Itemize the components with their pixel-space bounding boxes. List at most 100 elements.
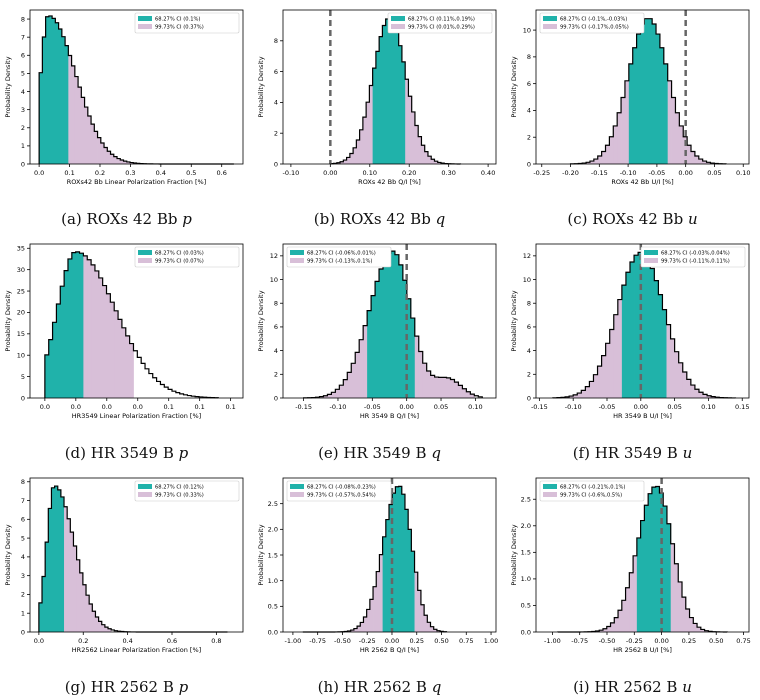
histogram-bar — [60, 286, 64, 398]
histogram-bar — [72, 66, 76, 164]
legend-label-68: 68.27% CI (-0.03%,0.04%) — [661, 251, 730, 257]
x-tick-label: -0.05 — [648, 169, 665, 177]
histogram-bar — [399, 46, 403, 164]
histogram-bars — [45, 252, 134, 398]
x-tick-label: 0.0 — [34, 169, 44, 177]
x-tick-label: 0.1 — [64, 169, 74, 177]
legend: 68.27% CI (-0.08%,0.23%)99.73% CI (-0.57… — [287, 481, 391, 501]
x-tick-label: -0.25 — [533, 169, 550, 177]
y-tick-label: 2 — [527, 371, 531, 379]
histogram-bar — [617, 113, 621, 164]
histogram-bar — [55, 23, 59, 164]
x-axis-label: ROXs42 Bb Linear Polarization Fraction [… — [67, 178, 206, 186]
caption-a: (a) ROXs 42 Bb p — [0, 210, 253, 228]
histogram-bar — [589, 381, 593, 398]
y-tick-label: 12 — [270, 252, 278, 260]
histogram-bar — [76, 252, 80, 398]
histogram-bar — [83, 256, 87, 398]
histogram-bar — [399, 486, 403, 632]
legend-label-68: 68.27% CI (0.1%) — [155, 17, 200, 23]
y-tick-label: 6 — [274, 323, 278, 331]
histogram-bar — [386, 19, 390, 164]
y-tick-label: 1.0 — [521, 575, 531, 583]
histogram-bar — [375, 281, 379, 398]
x-tick-label: -0.50 — [334, 637, 351, 645]
y-axis-label: Probability Density — [510, 290, 518, 351]
histogram-bar — [46, 17, 50, 164]
histogram-bar — [62, 37, 66, 164]
y-tick-label: 5 — [21, 70, 25, 78]
histogram-bar — [606, 145, 610, 164]
legend-label-99: 99.73% CI (0.07%) — [155, 259, 204, 265]
histogram-bar — [609, 137, 613, 164]
histogram-bar — [61, 497, 65, 632]
histogram-bars — [334, 18, 445, 164]
histogram-bar — [610, 329, 614, 398]
legend-swatch-99 — [290, 258, 304, 263]
legend-label-68: 68.27% CI (0.12%) — [155, 485, 204, 491]
y-tick-label: 0.0 — [521, 628, 531, 636]
y-tick-label: 35 — [17, 245, 25, 253]
x-tick-label: -0.15 — [591, 169, 608, 177]
histogram-bar — [439, 377, 443, 398]
histogram-bar — [59, 29, 63, 164]
histogram-bar — [64, 507, 68, 632]
x-tick-label: -0.05 — [599, 403, 616, 411]
histogram-bar — [331, 392, 335, 398]
x-tick-label: 0.10 — [701, 403, 715, 411]
histogram-bar — [646, 259, 650, 398]
x-tick-label: -1.00 — [544, 637, 561, 645]
histogram-bar — [126, 336, 130, 398]
histogram-bar — [49, 340, 53, 398]
histogram-bar — [49, 16, 53, 164]
histogram-bar — [51, 488, 55, 632]
x-tick-label: 0.2 — [95, 169, 105, 177]
y-tick-label: 15 — [17, 330, 25, 338]
x-tick-label: 0.05 — [434, 403, 448, 411]
histogram-bar — [91, 265, 95, 398]
legend-label-68: 68.27% CI (-0.1%,-0.03%) — [560, 17, 627, 23]
y-tick-label: 10 — [523, 276, 531, 284]
legend-swatch-99 — [138, 258, 152, 263]
x-tick-label: 1.00 — [484, 637, 498, 645]
histogram-bar — [72, 253, 76, 398]
x-tick-label: 0.00 — [654, 637, 668, 645]
x-axis-label: ROXs 42 Bb U/I [%] — [611, 178, 673, 186]
histogram-bar — [618, 300, 622, 398]
x-tick-label: 0.4 — [122, 637, 132, 645]
y-tick-label: 20 — [17, 309, 25, 317]
legend-swatch-99 — [543, 492, 557, 497]
y-tick-label: 2.5 — [268, 500, 278, 508]
x-tick-label: -0.15 — [295, 403, 312, 411]
histogram-bar — [642, 254, 646, 398]
histogram-bar — [395, 255, 399, 398]
y-tick-label: 0.0 — [268, 628, 278, 636]
histogram-bar — [118, 319, 122, 398]
x-tick-label: 0.00 — [634, 403, 648, 411]
histogram-bars — [595, 486, 716, 632]
y-tick-label: 2.0 — [268, 526, 278, 534]
x-tick-label: -0.75 — [571, 637, 588, 645]
caption-f: (f) HR 3549 B u — [506, 444, 759, 462]
y-tick-label: 0.5 — [268, 603, 278, 611]
histogram-bar — [654, 281, 658, 398]
histogram-bar — [585, 387, 589, 398]
x-tick-label: 0.10 — [736, 169, 750, 177]
histogram-bar — [650, 269, 654, 398]
x-tick-label: -1.00 — [284, 637, 301, 645]
histogram-bars — [39, 16, 153, 164]
legend-label-99: 99.73% CI (0.33%) — [155, 493, 204, 499]
y-tick-label: 0 — [527, 160, 531, 168]
histogram-bar — [58, 490, 62, 632]
y-tick-label: 0 — [274, 394, 278, 402]
x-tick-label: 0.25 — [410, 637, 424, 645]
y-axis-label: Probability Density — [510, 56, 518, 117]
legend: 68.27% CI (-0.06%,0.01%)99.73% CI (-0.13… — [287, 247, 391, 267]
y-tick-label: 1 — [21, 610, 25, 618]
x-tick-label: 0.75 — [736, 637, 750, 645]
histogram-bar — [447, 378, 451, 398]
